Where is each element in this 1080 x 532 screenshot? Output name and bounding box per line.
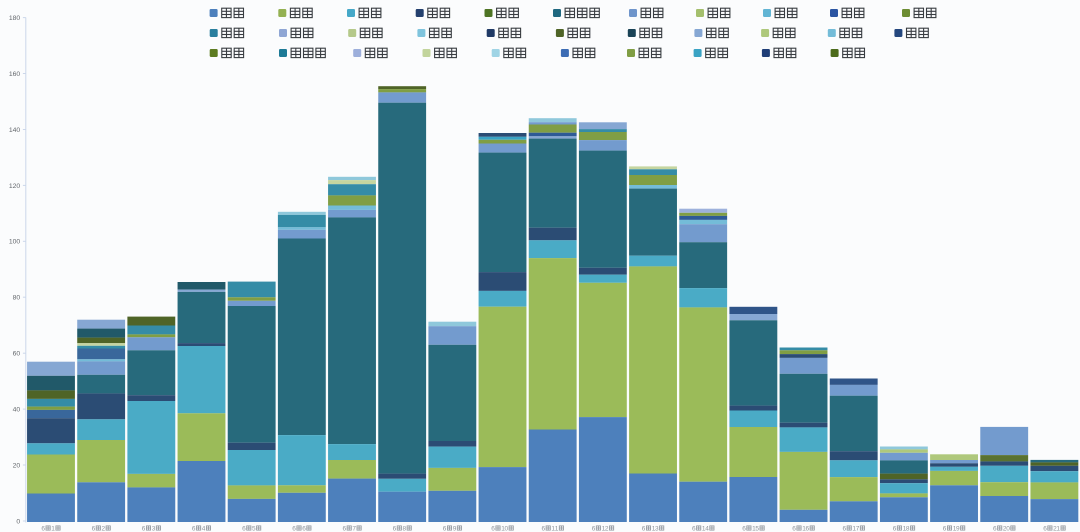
svg-text:1: 1: [852, 526, 856, 532]
svg-text:5: 5: [252, 526, 256, 532]
svg-text:1: 1: [602, 526, 606, 532]
svg-text:6: 6: [1043, 526, 1047, 532]
svg-text:1: 1: [1056, 526, 1060, 532]
svg-text:7: 7: [856, 526, 860, 532]
svg-text:6: 6: [742, 526, 746, 532]
svg-text:40: 40: [13, 407, 21, 414]
svg-text:1: 1: [752, 526, 756, 532]
svg-text:120: 120: [9, 183, 21, 190]
svg-text:1: 1: [501, 526, 505, 532]
svg-text:6: 6: [792, 526, 796, 532]
svg-text:4: 4: [705, 526, 709, 532]
svg-text:6: 6: [806, 526, 810, 532]
svg-text:80: 80: [13, 295, 21, 302]
svg-text:140: 140: [9, 127, 21, 134]
svg-text:8: 8: [403, 526, 407, 532]
svg-text:7: 7: [352, 526, 356, 532]
svg-text:20: 20: [13, 462, 21, 469]
svg-text:6: 6: [41, 526, 45, 532]
svg-text:3: 3: [655, 526, 659, 532]
svg-text:2: 2: [1053, 526, 1057, 532]
svg-text:1: 1: [652, 526, 656, 532]
svg-text:1: 1: [702, 526, 706, 532]
svg-text:180: 180: [9, 15, 21, 22]
svg-text:1: 1: [551, 526, 555, 532]
svg-text:6: 6: [242, 526, 246, 532]
svg-text:3: 3: [152, 526, 156, 532]
svg-text:8: 8: [906, 526, 910, 532]
svg-text:0: 0: [1006, 526, 1010, 532]
svg-text:1: 1: [953, 526, 957, 532]
svg-text:6: 6: [943, 526, 947, 532]
svg-text:6: 6: [92, 526, 96, 532]
svg-text:2: 2: [102, 526, 106, 532]
svg-text:6: 6: [192, 526, 196, 532]
svg-text:6: 6: [843, 526, 847, 532]
svg-text:6: 6: [993, 526, 997, 532]
svg-text:1: 1: [903, 526, 907, 532]
svg-text:6: 6: [491, 526, 495, 532]
svg-text:4: 4: [202, 526, 206, 532]
svg-text:160: 160: [9, 71, 21, 78]
svg-text:6: 6: [302, 526, 306, 532]
svg-text:6: 6: [642, 526, 646, 532]
svg-text:6: 6: [142, 526, 146, 532]
svg-text:6: 6: [393, 526, 397, 532]
svg-text:6: 6: [542, 526, 546, 532]
svg-text:6: 6: [692, 526, 696, 532]
svg-text:6: 6: [343, 526, 347, 532]
svg-text:6: 6: [893, 526, 897, 532]
svg-text:100: 100: [9, 239, 21, 246]
svg-text:6: 6: [292, 526, 296, 532]
svg-text:2: 2: [605, 526, 609, 532]
svg-text:9: 9: [453, 526, 457, 532]
svg-text:60: 60: [13, 351, 21, 358]
svg-text:2: 2: [1003, 526, 1007, 532]
svg-text:1: 1: [555, 526, 559, 532]
svg-text:9: 9: [956, 526, 960, 532]
svg-text:6: 6: [592, 526, 596, 532]
svg-text:1: 1: [802, 526, 806, 532]
svg-text:6: 6: [443, 526, 447, 532]
svg-text:1: 1: [51, 526, 55, 532]
svg-text:5: 5: [755, 526, 759, 532]
svg-text:0: 0: [505, 526, 509, 532]
svg-text:0: 0: [16, 518, 20, 525]
